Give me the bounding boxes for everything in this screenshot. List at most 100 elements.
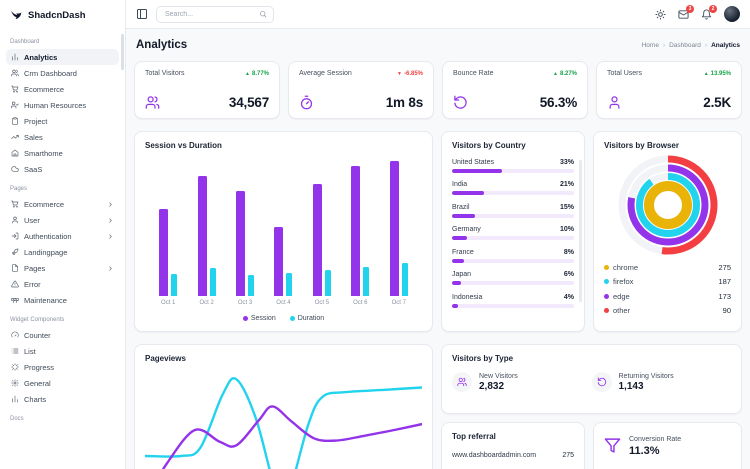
charts-row: Session vs Duration Oct 1 Oct 2 Oct 3 Oct 4… xyxy=(134,131,742,332)
session-duration-card: Session vs Duration Oct 1 Oct 2 Oct 3 Oct 4… xyxy=(134,131,433,332)
sidebar-item-ecommerce[interactable]: Ecommerce xyxy=(6,81,119,97)
browser-legend-edge[interactable]: edge 173 xyxy=(604,292,731,301)
conversion-rate-label: Conversion Rate xyxy=(629,436,682,443)
sidebar-item-analytics[interactable]: Analytics xyxy=(6,49,119,65)
timer-icon xyxy=(299,95,314,110)
sidebar-item-label: Project xyxy=(24,116,48,126)
bar-session xyxy=(197,176,207,296)
sidebar-item-maintenance[interactable]: Maintenance xyxy=(6,292,119,308)
user-avatar[interactable] xyxy=(724,6,740,22)
sidebar-scrollbar[interactable] xyxy=(121,34,124,70)
sidebar-item-ecommerce[interactable]: Ecommerce xyxy=(6,196,119,212)
browser-name: chrome xyxy=(613,262,639,272)
sidebar-item-human-resources[interactable]: Human Resources xyxy=(6,97,119,113)
sidebar-item-general[interactable]: General xyxy=(6,375,119,391)
ring-chrome xyxy=(643,181,692,229)
country-progress-fill xyxy=(452,168,503,173)
breadcrumb-dashboard[interactable]: Dashboard xyxy=(669,41,701,49)
top-referral-card: Top referral www.dashboardadmin.com 275 xyxy=(441,422,585,469)
sidebar-item-error[interactable]: Error xyxy=(6,276,119,292)
country-row-united-states: United States 33% xyxy=(452,159,574,173)
x-axis-label: Oct 7 xyxy=(391,300,406,306)
sidebar-toggle-button[interactable] xyxy=(136,8,148,20)
card-title: Visitors by Browser xyxy=(604,141,679,150)
country-name: Germany xyxy=(452,226,481,233)
user-icon xyxy=(12,216,18,224)
bar-duration xyxy=(286,273,293,296)
bar-session xyxy=(236,191,246,296)
sidebar-item-label: Crm Dashboard xyxy=(24,68,77,78)
bar-session xyxy=(351,166,361,296)
sidebar-item-smarthome[interactable]: Smarthome xyxy=(6,145,119,161)
bar-chart-icon xyxy=(12,53,18,61)
country-progress-track xyxy=(452,213,574,218)
chevron-right-icon xyxy=(107,201,114,208)
sun-icon xyxy=(655,8,666,20)
country-list-scrollbar[interactable] xyxy=(579,160,582,302)
pageviews-card: Pageviews xyxy=(134,344,433,469)
referral-domain[interactable]: www.dashboardadmin.com xyxy=(452,452,537,459)
radial-rings-chart xyxy=(618,155,717,255)
legend-dot xyxy=(604,293,609,299)
country-progress-fill xyxy=(452,281,462,285)
sidebar-item-saas[interactable]: SaaS xyxy=(6,161,119,177)
sidebar-item-label: Landingpage xyxy=(24,247,68,257)
browser-legend-other[interactable]: other 90 xyxy=(604,306,731,315)
sidebar-item-authentication[interactable]: Authentication xyxy=(6,228,119,244)
legend-item-session[interactable]: Session xyxy=(242,315,276,322)
line-series-cyan xyxy=(145,377,422,469)
sidebar-item-pages[interactable]: Pages xyxy=(6,260,119,276)
rotate-ccw-icon xyxy=(591,372,612,392)
sidebar-item-label: Sales xyxy=(24,132,43,142)
sidebar-item-list[interactable]: List xyxy=(6,343,119,359)
x-axis-label: Oct 6 xyxy=(353,300,368,306)
browser-legend-firefox[interactable]: firefox 187 xyxy=(604,277,731,286)
messages-button[interactable]: 3 xyxy=(678,4,694,20)
new-visitors-value: 2,832 xyxy=(479,380,505,392)
sidebar-item-label: General xyxy=(24,378,51,388)
bar-duration xyxy=(324,270,331,296)
sidebar-item-label: Ecommerce xyxy=(24,199,65,209)
new-visitors-item: New Visitors 2,832 xyxy=(452,372,592,392)
x-axis-label: Oct 3 xyxy=(237,300,253,306)
x-axis-label: Oct 2 xyxy=(199,300,214,306)
card-title: Pageviews xyxy=(145,354,186,363)
breadcrumb-home[interactable]: Home xyxy=(641,41,659,49)
sidebar-item-progress[interactable]: Progress xyxy=(6,359,119,375)
bottom-row: Pageviews Visitors by Type New xyxy=(134,344,742,469)
search-icon[interactable] xyxy=(259,10,267,18)
sidebar-item-crm-dashboard[interactable]: Crm Dashboard xyxy=(6,65,119,81)
topbar: 3 2 xyxy=(126,0,750,29)
home-icon xyxy=(11,149,19,157)
brand[interactable]: ShadcnDash xyxy=(0,0,125,30)
sidebar-item-user[interactable]: User xyxy=(6,212,119,228)
sidebar-item-counter[interactable]: Counter xyxy=(6,327,119,343)
sidebar-item-label: SaaS xyxy=(24,164,43,174)
notifications-button[interactable]: 2 xyxy=(701,4,717,20)
sidebar-item-sales[interactable]: Sales xyxy=(6,129,119,145)
conversion-rate-card: Conversion Rate 11.3% xyxy=(593,422,742,469)
search-input[interactable] xyxy=(163,9,255,19)
legend-item-duration[interactable]: Duration xyxy=(289,315,324,322)
conversion-rate-value: 11.3% xyxy=(629,445,660,457)
visitors-by-type-items: New Visitors 2,832 Returning Visitors xyxy=(452,372,731,392)
chevron-right-icon xyxy=(107,217,114,224)
file-icon xyxy=(12,264,18,272)
sidebar-item-project[interactable]: Project xyxy=(6,113,119,129)
browser-legend-chrome[interactable]: chrome 275 xyxy=(604,263,731,272)
alert-triangle-icon xyxy=(11,280,19,288)
new-visitors-label: New Visitors xyxy=(479,372,518,380)
sidebar-item-label: Ecommerce xyxy=(24,84,65,94)
legend-dot xyxy=(604,264,609,270)
page-head: Analytics Home › Dashboard › Analytics xyxy=(136,39,740,51)
theme-toggle-button[interactable] xyxy=(655,8,666,20)
sidebar-item-charts[interactable]: Charts xyxy=(6,391,119,407)
stat-value: 1m 8s xyxy=(385,95,423,110)
stat-card-total-visitors: Total Visitors ▲ 8.77% 34,567 xyxy=(134,61,280,119)
sidebar-item-landingpage[interactable]: Landingpage xyxy=(6,244,119,260)
sidebar-item-label: Human Resources xyxy=(24,100,87,110)
country-percent: 10% xyxy=(559,226,574,233)
referral-row: www.dashboardadmin.com 275 xyxy=(452,452,574,459)
topbar-actions: 3 2 xyxy=(655,4,740,22)
browser-value: 187 xyxy=(718,277,731,286)
